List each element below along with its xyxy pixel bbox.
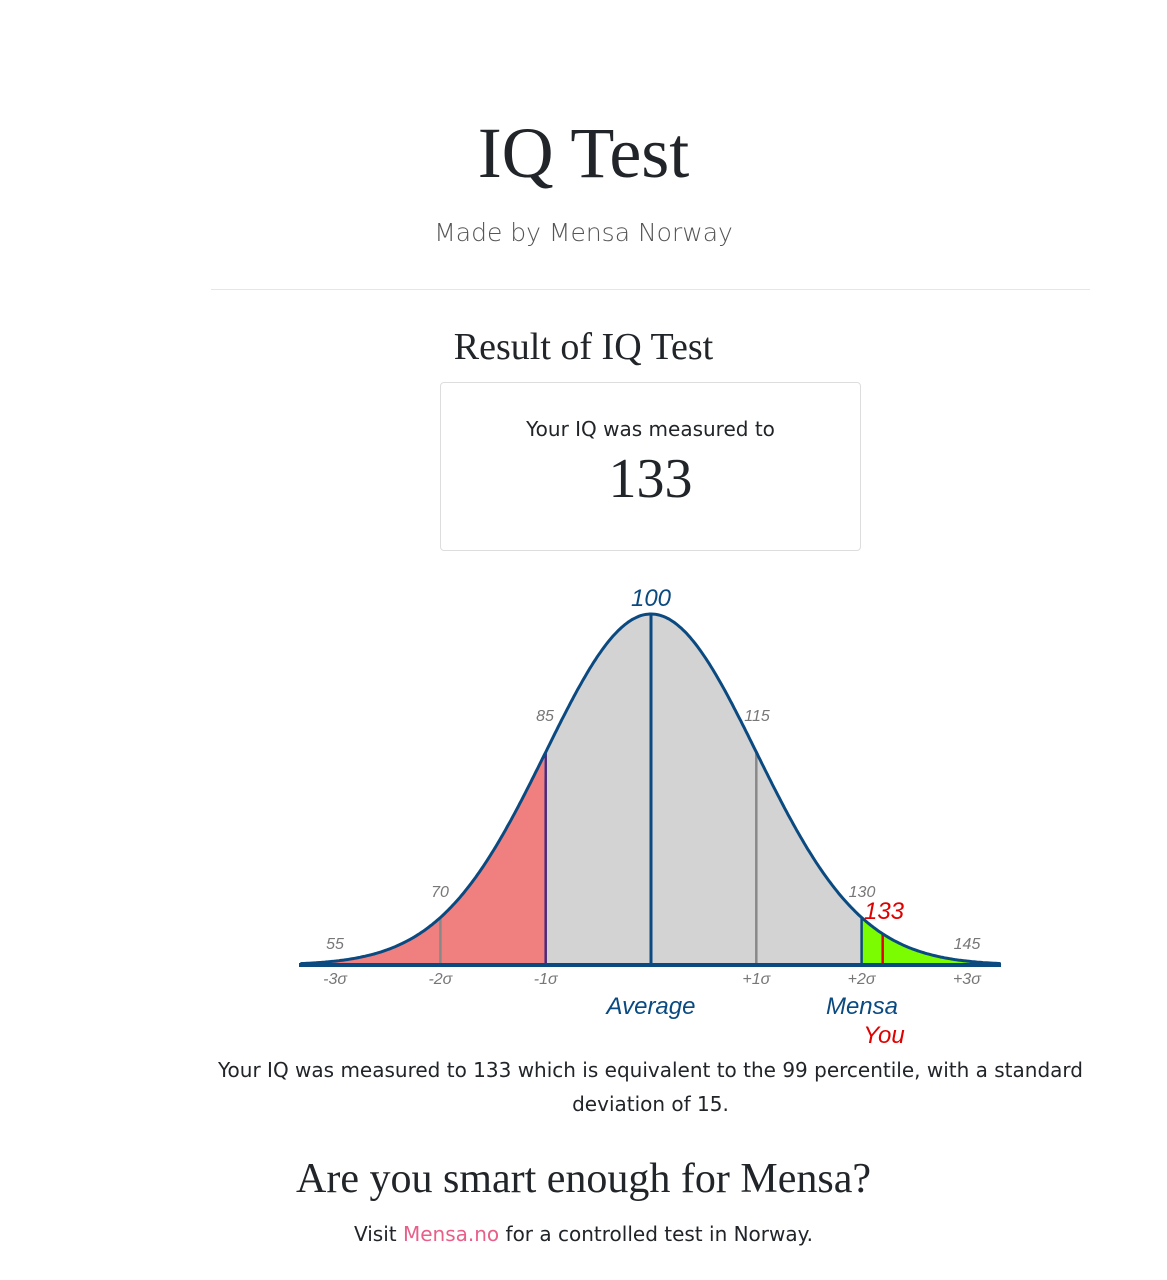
visit-suffix: for a controlled test in Norway.: [499, 1222, 813, 1246]
average-label: Average: [605, 993, 696, 1020]
visit-prefix: Visit: [354, 1222, 403, 1246]
value-label-145: 145: [954, 936, 981, 953]
sigma-label: +2σ: [848, 971, 877, 988]
mensa-label: Mensa: [826, 993, 898, 1020]
result-label: Your IQ was measured to: [526, 417, 775, 441]
sigma-label: +3σ: [953, 971, 982, 988]
sigma-label: -3σ: [323, 971, 348, 988]
you-label: You: [863, 1022, 904, 1049]
result-heading: Result of IQ Test: [453, 326, 714, 368]
iq-score: 133: [608, 448, 693, 510]
visit-text: Visit Mensa.no for a controlled test in …: [0, 1222, 1167, 1246]
sigma-label: -1σ: [534, 971, 559, 988]
value-label-115: 115: [744, 708, 770, 725]
region-middle: [545, 614, 862, 965]
value-label-70: 70: [431, 884, 449, 901]
result-card: Your IQ was measured to 133: [440, 382, 861, 551]
value-label-100: 100: [631, 585, 672, 612]
you-value-label: 133: [864, 898, 905, 925]
bell-curve-line: [300, 612, 1001, 966]
page-title: IQ Test: [477, 113, 690, 193]
page-subtitle: Made by Mensa Norway: [434, 218, 733, 247]
value-label-130: 130: [849, 884, 876, 901]
value-label-85: 85: [536, 708, 554, 725]
divider: [211, 289, 1090, 290]
region-mensa: [861, 917, 1002, 965]
sigma-label: -2σ: [428, 971, 453, 988]
region-below: [300, 754, 546, 965]
mensa-heading: Are you smart enough for Mensa?: [296, 1156, 871, 1202]
value-label-55: 55: [326, 936, 344, 953]
mensa-link[interactable]: Mensa.no: [402, 1222, 500, 1246]
iq-bell-curve-chart: 55 70 85 100 115 130 145 -3σ -2σ -1σ +1σ +2σ +3σ Aver…: [299, 585, 1002, 1049]
sigma-label: +1σ: [742, 971, 771, 988]
result-description: Your IQ was measured to 133 which is equ…: [218, 1058, 1083, 1116]
